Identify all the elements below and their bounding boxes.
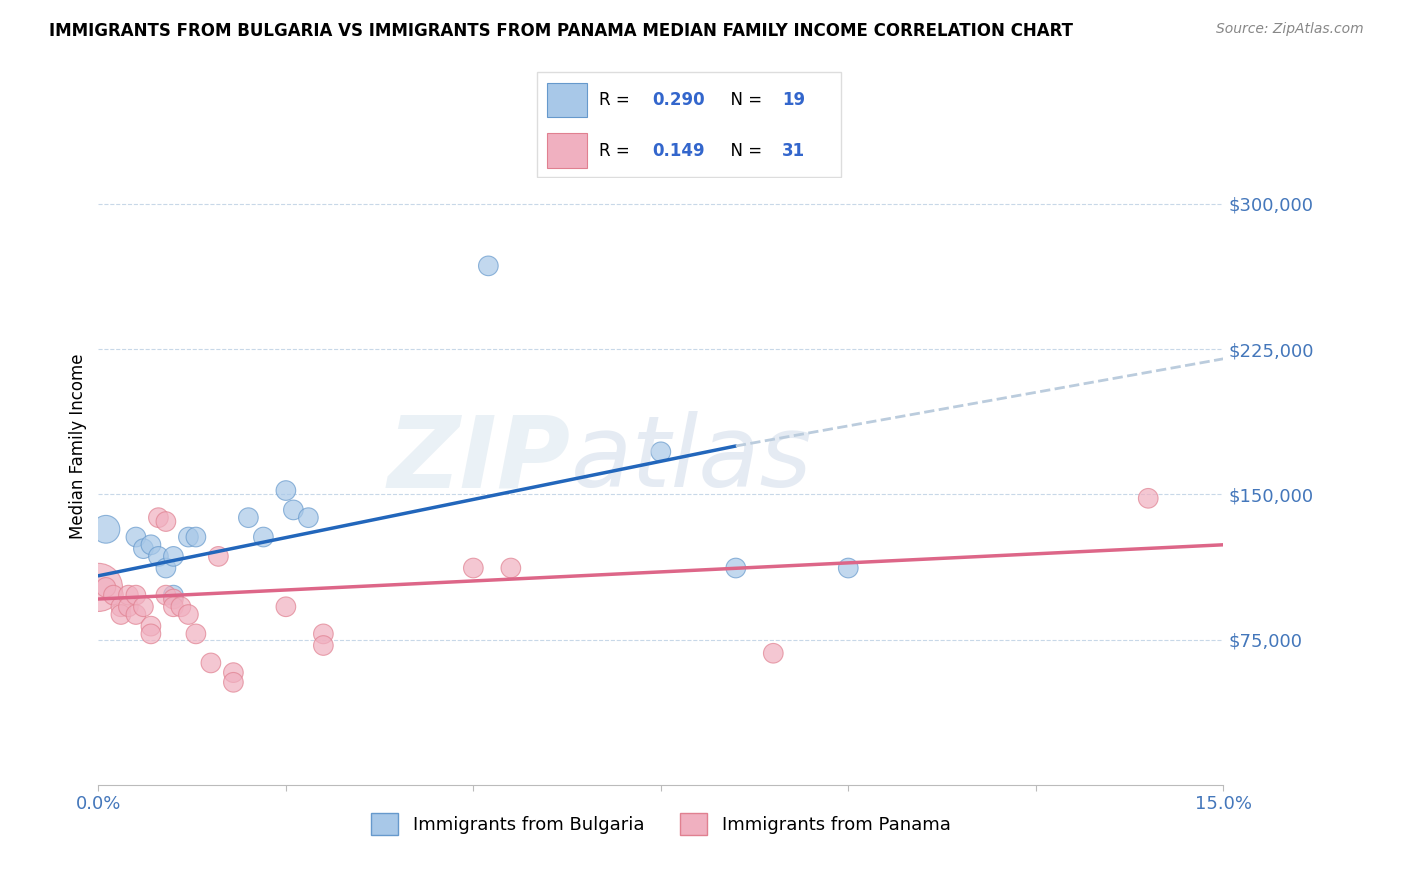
Point [463,561,485,575]
Point [650,445,672,459]
Point [312,639,335,653]
Point [110,607,132,622]
Text: 19: 19 [782,91,804,109]
Point [200,656,222,670]
Point [139,538,162,552]
Text: R =: R = [599,142,636,160]
FancyBboxPatch shape [537,72,841,178]
Point [87,581,110,595]
Point [132,599,155,614]
Point [177,530,200,544]
Point [477,259,499,273]
Point [125,530,148,544]
Point [148,510,170,524]
Point [155,588,177,602]
Point [110,599,132,614]
Point [207,549,229,564]
Point [184,530,207,544]
Point [162,549,184,564]
Point [1137,491,1160,506]
Point [238,510,260,524]
Point [837,561,859,575]
Point [312,627,335,641]
Point [162,599,184,614]
Point [155,515,177,529]
Point [222,665,245,680]
Point [222,675,245,690]
Text: IMMIGRANTS FROM BULGARIA VS IMMIGRANTS FROM PANAMA MEDIAN FAMILY INCOME CORRELAT: IMMIGRANTS FROM BULGARIA VS IMMIGRANTS F… [49,22,1073,40]
Point [297,510,319,524]
Text: N =: N = [720,142,768,160]
Point [724,561,747,575]
Point [117,588,139,602]
Y-axis label: Median Family Income: Median Family Income [69,353,87,539]
Point [283,503,305,517]
Point [252,530,274,544]
Text: ZIP: ZIP [388,411,571,508]
Point [155,561,177,575]
Point [94,581,117,595]
Point [132,541,155,556]
Text: 0.149: 0.149 [652,142,704,160]
Point [274,483,297,498]
Point [139,619,162,633]
Point [170,599,193,614]
Point [184,627,207,641]
Bar [547,83,586,118]
Legend: Immigrants from Bulgaria, Immigrants from Panama: Immigrants from Bulgaria, Immigrants fro… [361,804,960,844]
Point [148,549,170,564]
Point [162,588,184,602]
Point [162,592,184,607]
Text: 31: 31 [782,142,804,160]
Text: R =: R = [599,91,636,109]
Text: Source: ZipAtlas.com: Source: ZipAtlas.com [1216,22,1364,37]
Point [117,599,139,614]
Point [499,561,522,575]
Point [274,599,297,614]
Point [125,588,148,602]
Point [94,522,117,536]
Text: N =: N = [720,91,768,109]
Point [762,646,785,660]
Point [125,607,148,622]
Text: 0.290: 0.290 [652,91,704,109]
Bar [547,134,586,168]
Point [177,607,200,622]
Point [139,627,162,641]
Point [103,588,125,602]
Text: atlas: atlas [571,411,813,508]
